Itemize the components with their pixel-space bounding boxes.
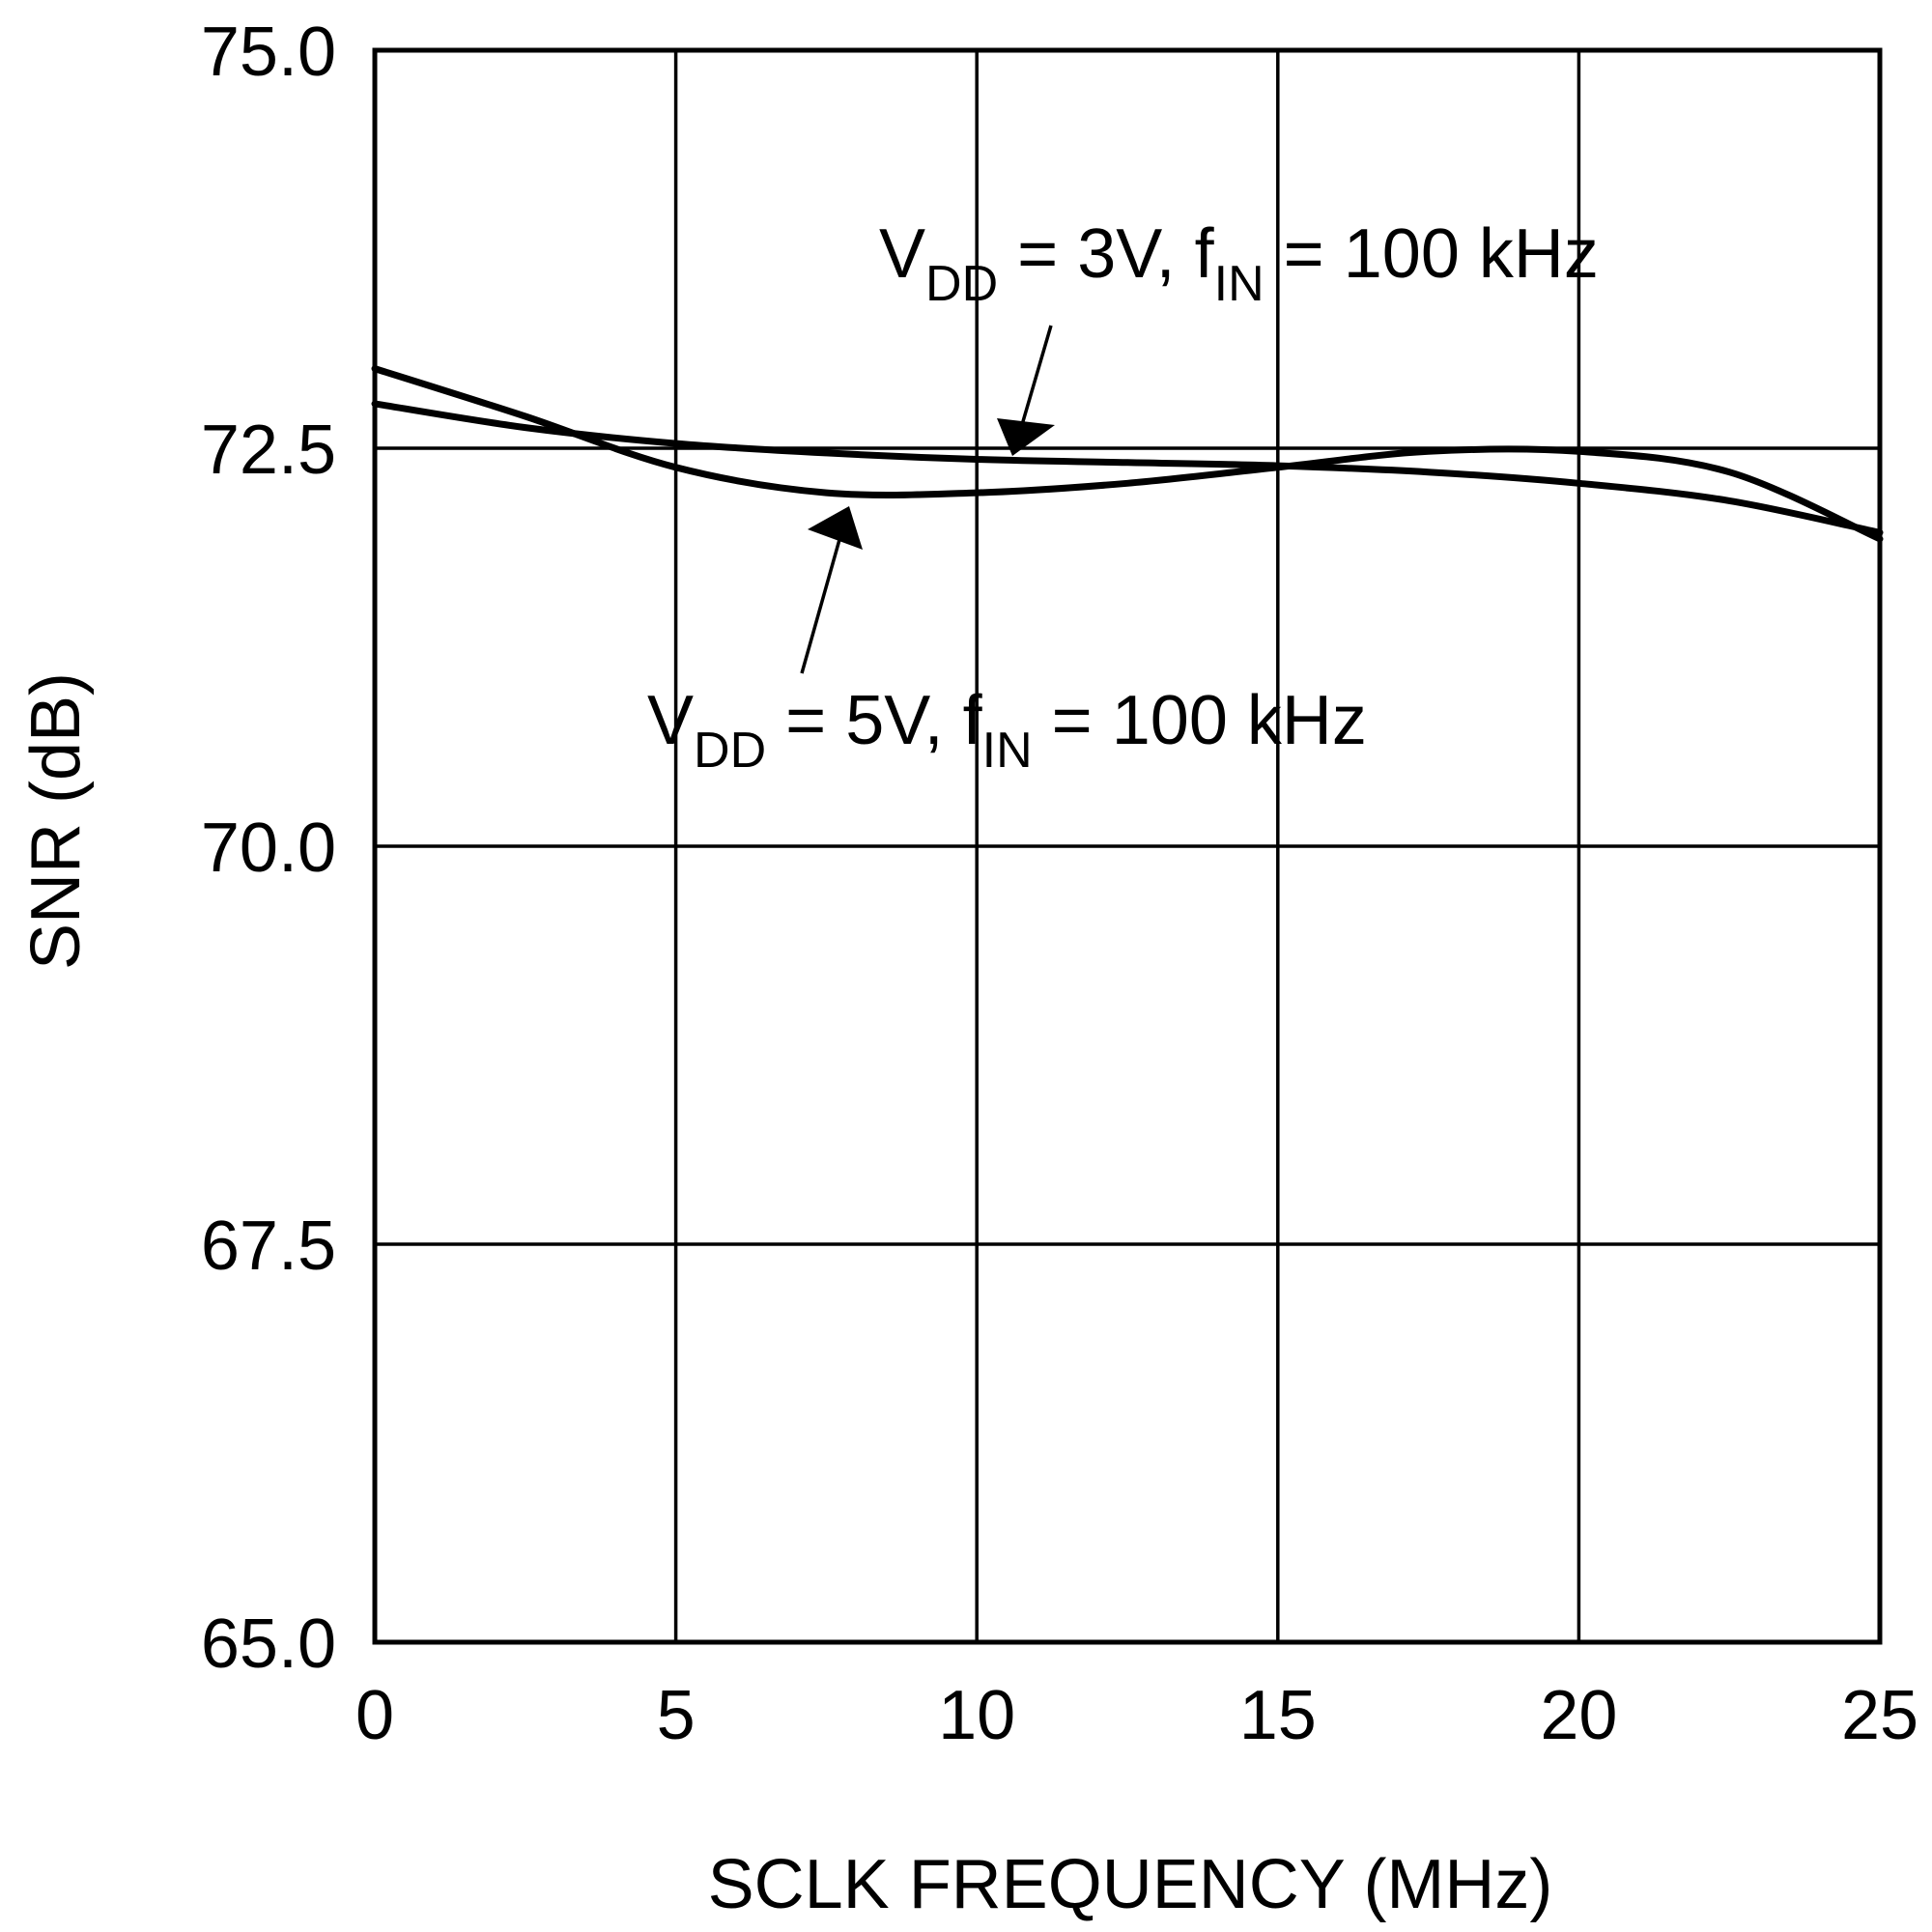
x-axis-title: SCLK FREQUENCY (MHz): [708, 1846, 1553, 1923]
plot-frame: [372, 47, 1883, 1645]
y-tick-label: 72.5: [201, 412, 336, 489]
y-tick-label: 67.5: [201, 1208, 336, 1285]
y-tick-label: 75.0: [201, 14, 336, 91]
x-tick-label: 10: [938, 1677, 1015, 1754]
x-tick-label: 15: [1239, 1677, 1317, 1754]
anno-3v-sub-in: IN: [1214, 256, 1264, 312]
anno-3v-mid: = 3V, f: [998, 215, 1215, 293]
grid-lines: [375, 50, 1880, 1642]
annotation-vdd-5v: VDD = 5V, fIN = 100 kHz: [647, 682, 1367, 779]
arrow-3v-shaft: [1017, 325, 1053, 436]
arrow-5v-shaft: [800, 528, 844, 674]
anno-5v-mid: = 5V, f: [766, 682, 983, 759]
anno-5v-end: = 100 kHz: [1033, 682, 1367, 759]
anno-5v-sub-in: IN: [982, 723, 1033, 779]
x-tick-label: 20: [1540, 1677, 1617, 1754]
x-tick-label: 0: [355, 1677, 394, 1754]
tick-labels: 0 5 10 15 20 25 65.0 67.5 70.0 72.5 75.0: [201, 14, 1918, 1754]
x-tick-label: 5: [657, 1677, 696, 1754]
anno-3v-sub-dd: DD: [925, 256, 998, 312]
arrow-5v-head: [808, 506, 863, 550]
x-tick-label: 25: [1841, 1677, 1918, 1754]
series-line-vdd-5v: [371, 365, 1884, 543]
anno-3v-end: = 100 kHz: [1264, 215, 1599, 293]
anno-5v-v: V: [647, 682, 694, 759]
y-tick-label: 65.0: [201, 1605, 336, 1683]
y-tick-label: 70.0: [201, 810, 336, 887]
series-line-vdd-3v: [371, 400, 1884, 536]
arrow-3v-head: [997, 418, 1055, 456]
annotation-vdd-3v: VDD = 3V, fIN = 100 kHz: [879, 215, 1599, 312]
anno-3v-v: V: [879, 215, 925, 293]
y-axis-title: SNR (dB): [17, 672, 95, 970]
anno-5v-sub-dd: DD: [694, 723, 766, 779]
series-lines: [371, 365, 1884, 543]
